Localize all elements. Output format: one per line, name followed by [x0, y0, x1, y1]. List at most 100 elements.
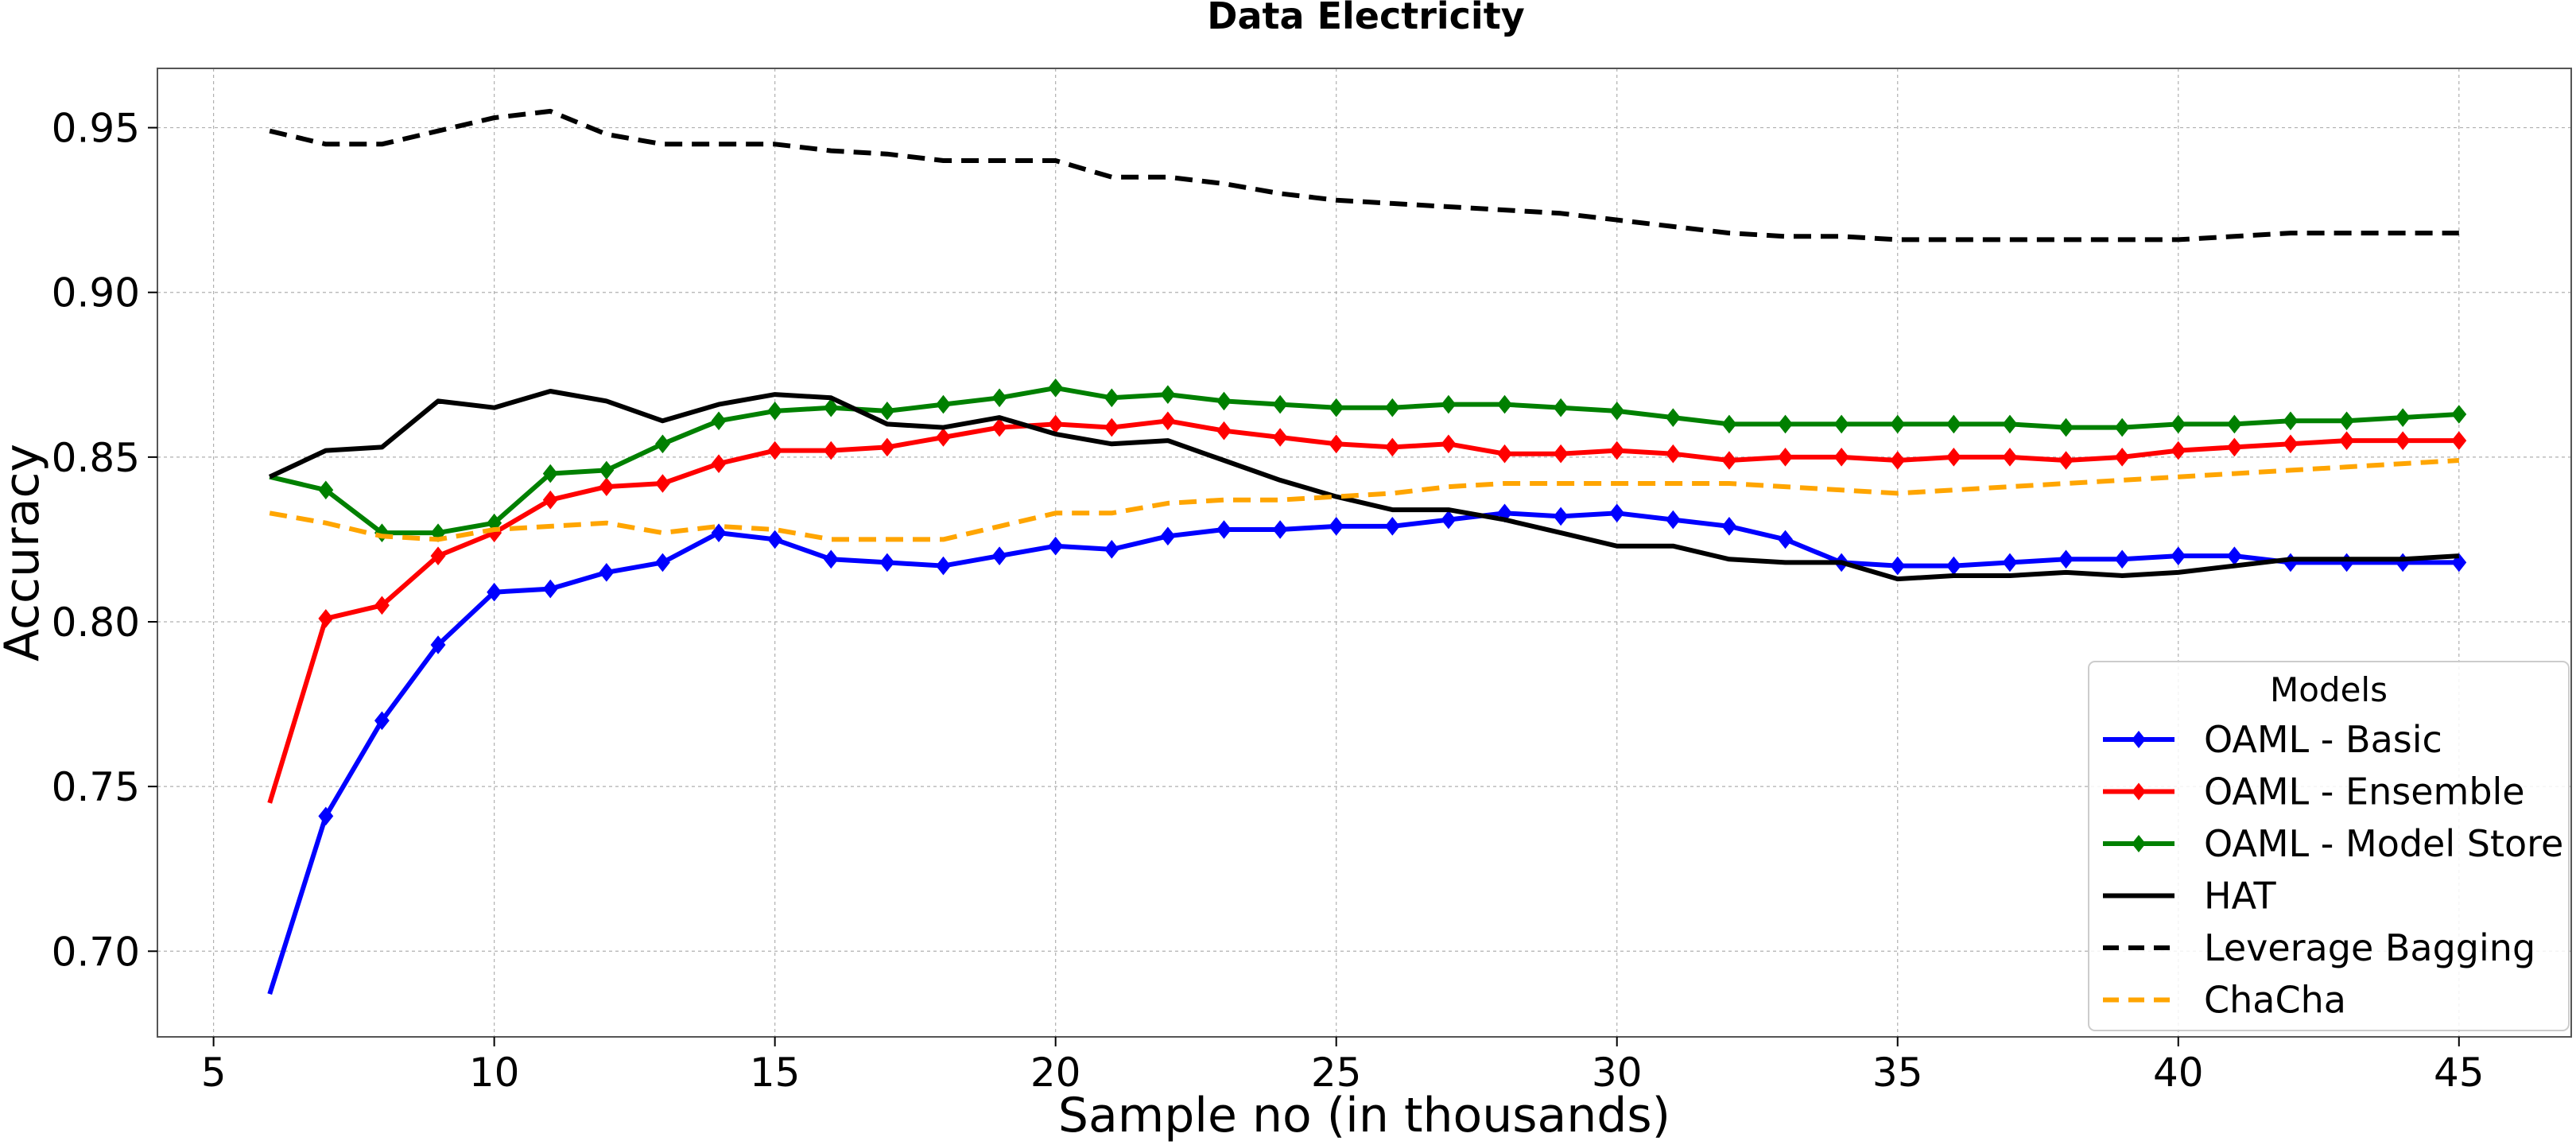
x-tick-label: 30	[1592, 1050, 1643, 1096]
x-tick-label: 10	[469, 1050, 520, 1096]
series-oaml-ensemble	[267, 411, 2467, 804]
legend-label: Leverage Bagging	[2204, 926, 2535, 969]
data-point-marker	[1778, 448, 1793, 467]
data-point-marker	[1609, 441, 1625, 460]
data-point-marker	[1553, 398, 1569, 417]
data-point-marker	[2002, 414, 2018, 434]
series-line	[267, 510, 2459, 996]
legend-title: Models	[2270, 670, 2388, 709]
data-point-marker	[711, 454, 727, 473]
data-point-marker	[1329, 517, 1344, 536]
legend-label: OAML - Ensemble	[2204, 770, 2525, 813]
data-point-marker	[1216, 520, 1232, 539]
data-point-marker	[1778, 530, 1793, 549]
data-point-marker	[1048, 536, 1064, 556]
y-tick-label: 0.80	[52, 600, 140, 646]
data-point-marker	[1609, 503, 1625, 523]
data-point-marker	[1384, 437, 1400, 457]
x-tick-label: 15	[750, 1050, 801, 1096]
data-point-marker	[2058, 417, 2074, 437]
data-point-marker	[655, 434, 670, 454]
data-point-marker	[1665, 408, 1681, 427]
data-point-marker	[318, 480, 334, 500]
legend-box	[2088, 661, 2570, 1031]
data-point-marker	[879, 437, 895, 457]
data-point-marker	[1160, 385, 1176, 404]
data-point-marker	[1104, 540, 1119, 559]
data-point-marker	[823, 398, 839, 417]
data-point-marker	[711, 411, 727, 431]
data-point-marker	[936, 394, 951, 414]
data-point-marker	[1609, 402, 1625, 421]
data-point-marker	[2058, 451, 2074, 470]
series-leverage-bagging	[269, 108, 2459, 243]
legend-label: OAML - Model Store	[2204, 822, 2563, 865]
data-point-marker	[2283, 411, 2299, 431]
y-tick-label: 0.90	[52, 270, 140, 316]
data-point-marker	[374, 596, 390, 615]
data-point-marker	[2339, 431, 2355, 450]
data-point-marker	[2002, 448, 2018, 467]
data-point-marker	[1272, 394, 1288, 414]
series-hat	[268, 389, 2459, 582]
data-point-marker	[1048, 378, 1064, 398]
data-point-marker	[2114, 448, 2130, 467]
data-point-marker	[1441, 394, 1457, 414]
data-point-marker	[542, 579, 558, 599]
data-point-marker	[1778, 414, 1793, 434]
data-point-marker	[879, 553, 895, 572]
data-point-marker	[2171, 546, 2186, 565]
data-point-marker	[1721, 517, 1737, 536]
data-point-marker	[936, 556, 951, 576]
data-point-marker	[2339, 411, 2355, 431]
legend-entry-hat: HAT	[2103, 875, 2276, 918]
data-point-marker	[1160, 411, 1176, 431]
data-point-marker	[1441, 434, 1457, 454]
data-point-marker	[991, 546, 1007, 565]
data-point-marker	[1497, 394, 1512, 414]
legend-entry-leverage-bagging: Leverage Bagging	[2103, 926, 2535, 969]
data-point-marker	[2451, 405, 2467, 424]
data-point-marker	[430, 635, 446, 654]
legend-entry-oaml-ensemble: OAML - Ensemble	[2103, 770, 2525, 813]
x-axis-label: Sample no (in thousands)	[1058, 1088, 1670, 1143]
data-point-marker	[2226, 414, 2242, 434]
data-point-marker	[599, 477, 615, 496]
series-oaml-model-store	[269, 378, 2467, 542]
data-point-marker	[655, 474, 670, 493]
data-point-marker	[2171, 414, 2186, 434]
data-point-marker	[767, 530, 783, 549]
data-point-marker	[1329, 398, 1344, 417]
series-line	[269, 458, 2459, 542]
data-point-marker	[1721, 414, 1737, 434]
data-point-marker	[1890, 556, 1906, 576]
legend-label: OAML - Basic	[2204, 718, 2442, 761]
data-point-marker	[879, 402, 895, 421]
data-point-marker	[487, 582, 502, 602]
data-point-marker	[767, 441, 783, 460]
legend-entries: OAML - Basic OAML - Ensemble OAML - Model …	[2103, 718, 2563, 1022]
data-point-marker	[1384, 517, 1400, 536]
legend-entry-oaml-basic: OAML - Basic	[2103, 718, 2442, 761]
series-line	[269, 108, 2459, 243]
x-tick-label: 5	[201, 1050, 227, 1096]
data-point-marker	[599, 460, 615, 480]
x-tick-label: 40	[2153, 1050, 2204, 1096]
data-point-marker	[1329, 434, 1344, 454]
data-point-marker	[767, 402, 783, 421]
x-tick-label: 25	[1311, 1050, 1362, 1096]
data-point-marker	[2002, 553, 2018, 572]
data-point-marker	[1104, 417, 1119, 437]
plot-area-frame	[157, 68, 2572, 1038]
data-point-marker	[1104, 388, 1119, 408]
data-point-marker	[2114, 417, 2130, 437]
data-point-marker	[1553, 507, 1569, 526]
data-point-marker	[599, 563, 615, 582]
data-point-marker	[1946, 414, 1961, 434]
data-point-marker	[2058, 549, 2074, 569]
data-point-marker	[2171, 441, 2186, 460]
data-point-marker	[1665, 444, 1681, 464]
series-line	[268, 389, 2459, 582]
